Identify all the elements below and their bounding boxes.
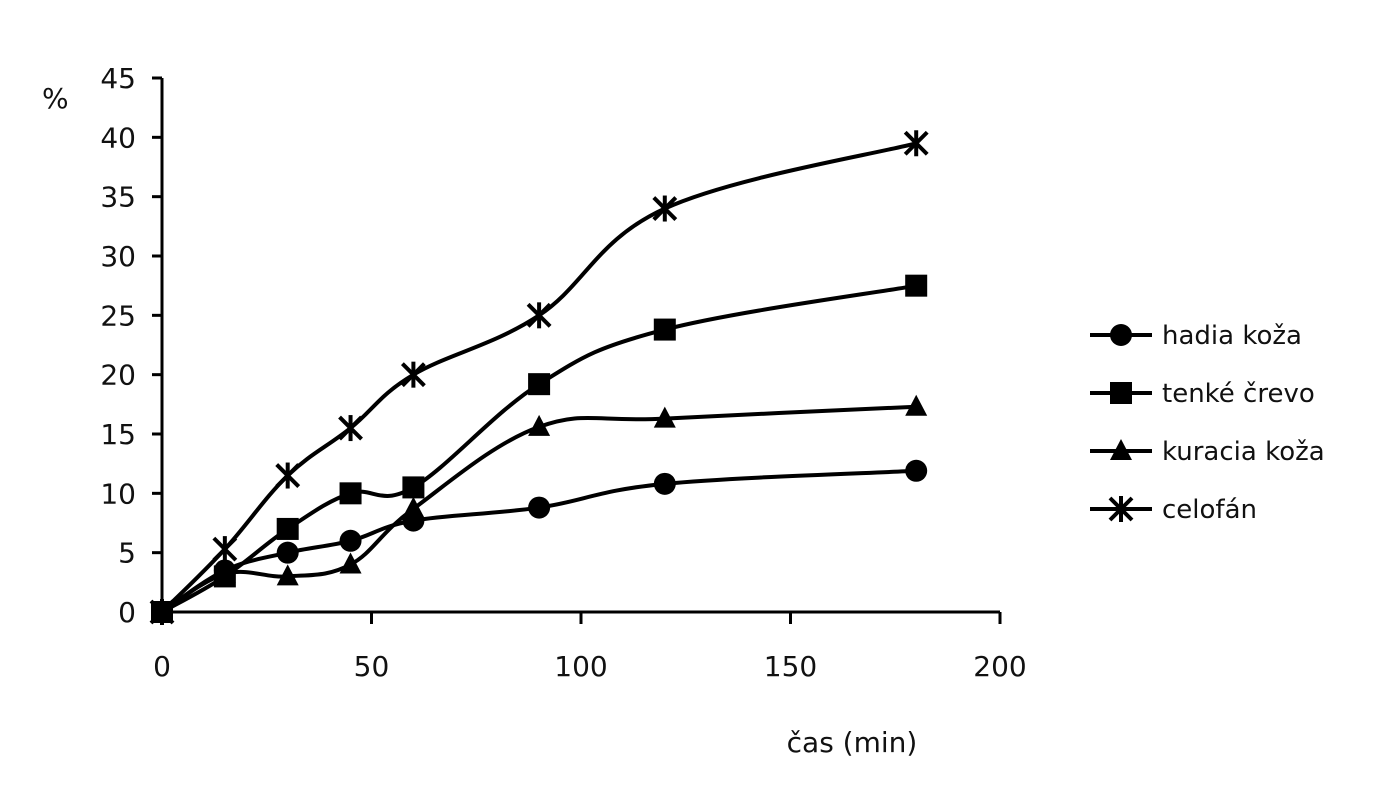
data-point-star <box>652 195 678 222</box>
y-tick-label: 25 <box>100 299 136 332</box>
data-point-square <box>339 482 362 505</box>
legend-label: celofán <box>1162 495 1257 525</box>
data-point-square <box>402 476 425 499</box>
data-point-star <box>400 361 426 388</box>
x-tick-label: 0 <box>153 650 171 683</box>
y-tick-label: 10 <box>100 477 136 510</box>
axes: 0 5 10 15 20 25 30 35 40 45 0 50 100 150 200 <box>100 62 1026 683</box>
y-axis-label: % <box>42 82 69 115</box>
series-line <box>160 468 919 614</box>
y-tick-label: 0 <box>118 596 136 629</box>
legend-entry: celofán <box>1090 495 1257 525</box>
data-point-square <box>528 373 551 396</box>
data-point-star <box>275 462 301 489</box>
data-point-circle <box>528 496 551 519</box>
data-point-triangle <box>528 414 551 436</box>
legend-entry: tenké črevo <box>1090 379 1315 409</box>
y-tick-label: 5 <box>118 537 136 570</box>
legend-entry: kuracia koža <box>1090 437 1325 467</box>
legend-label: kuracia koža <box>1162 437 1325 467</box>
series-3 <box>149 130 929 625</box>
x-tick-label: 150 <box>764 650 817 683</box>
data-point-triangle <box>213 562 236 584</box>
data-point-square <box>905 274 928 297</box>
data-point-triangle <box>276 564 299 586</box>
data-point-square <box>653 318 676 341</box>
legend-marker-star <box>1108 496 1134 522</box>
data-point-star <box>212 536 238 563</box>
data-point-triangle <box>402 496 425 518</box>
x-tick-label: 100 <box>554 650 607 683</box>
legend-entry: hadia koža <box>1090 321 1302 351</box>
y-tick-label: 20 <box>100 359 136 392</box>
data-point-square <box>276 517 299 540</box>
y-tick-label: 35 <box>100 181 136 214</box>
data-point-circle <box>339 529 362 552</box>
series-line <box>160 283 919 614</box>
legend-label: tenké črevo <box>1162 379 1315 409</box>
legend-marker-square <box>1110 382 1132 404</box>
data-point-triangle <box>339 552 362 574</box>
series-layer <box>149 130 929 625</box>
y-tick-label: 45 <box>100 62 136 95</box>
data-point-circle <box>276 541 299 564</box>
x-axis-label: čas (min) <box>787 726 918 759</box>
data-point-star <box>903 130 929 157</box>
legend-label: hadia koža <box>1162 321 1302 351</box>
data-point-star <box>338 415 363 442</box>
y-tick-label: 40 <box>100 121 136 154</box>
y-tick-label: 15 <box>100 418 136 451</box>
legend: hadia koža tenké črevo kuracia koža celofán <box>1090 321 1325 525</box>
legend-marker-triangle <box>1110 439 1132 460</box>
data-point-circle <box>653 472 676 495</box>
data-point-star <box>526 302 552 329</box>
x-tick-label: 50 <box>354 650 390 683</box>
series-0 <box>151 459 928 623</box>
x-tick-label: 200 <box>973 650 1026 683</box>
data-point-star <box>149 599 175 625</box>
y-tick-label: 30 <box>100 240 136 273</box>
data-point-triangle <box>653 406 676 428</box>
data-point-circle <box>905 459 928 482</box>
data-point-triangle <box>905 394 928 416</box>
legend-marker-circle <box>1110 324 1132 346</box>
